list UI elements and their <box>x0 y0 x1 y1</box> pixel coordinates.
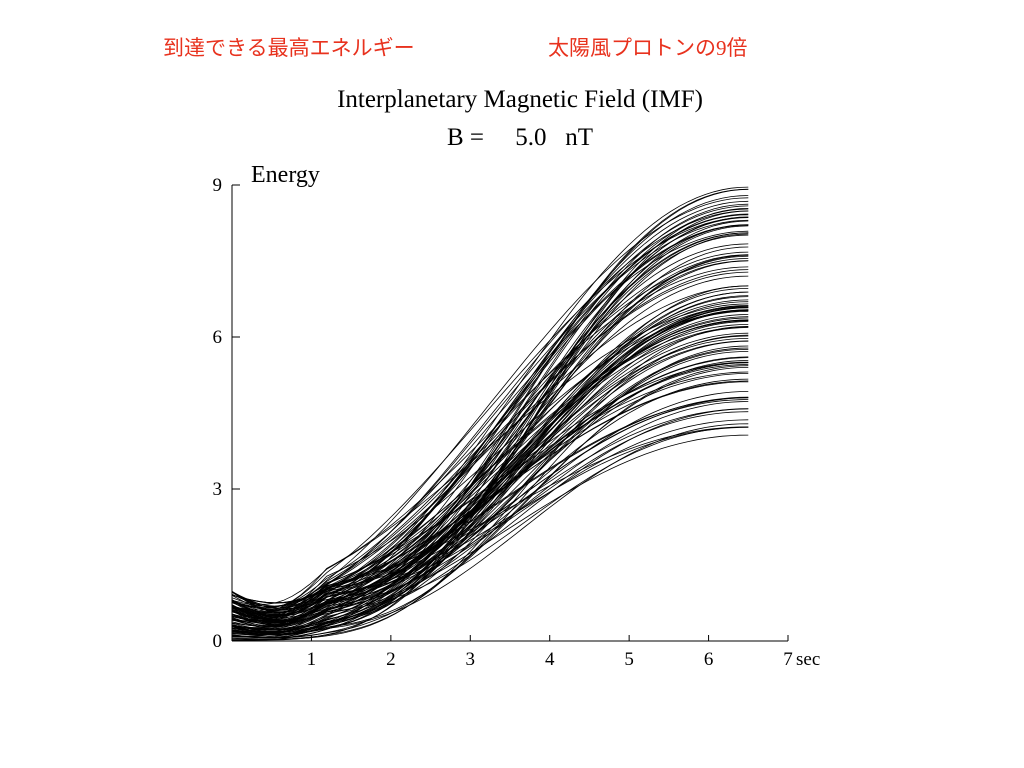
energy-curve <box>231 305 749 607</box>
energy-curve <box>231 216 749 615</box>
energy-curve <box>231 335 749 628</box>
energy-curve <box>231 426 749 625</box>
energy-curve <box>231 232 749 613</box>
energy-curve <box>231 230 749 609</box>
energy-curve <box>231 189 749 639</box>
energy-curve <box>231 411 749 612</box>
energy-curve <box>231 373 749 627</box>
chart-title: Interplanetary Magnetic Field (IMF) <box>337 86 703 113</box>
energy-curve <box>232 360 749 641</box>
energy-curve <box>231 217 749 632</box>
energy-curve <box>231 234 749 609</box>
energy-curve <box>231 320 749 622</box>
energy-curve <box>231 340 749 621</box>
y-tick-label: 6 <box>213 327 223 348</box>
energy-curve <box>231 208 749 617</box>
energy-curve <box>231 340 749 633</box>
energy-curve <box>231 271 749 618</box>
annotation-max-energy: 到達できる最高エネルギー <box>163 36 415 60</box>
curve-group <box>231 186 749 641</box>
energy-curve <box>231 246 749 632</box>
energy-curve <box>231 419 749 630</box>
x-tick-label: 1 <box>307 649 317 670</box>
x-tick-label: 4 <box>545 649 555 670</box>
y-tick-label: 0 <box>213 631 223 652</box>
energy-curve <box>231 408 749 631</box>
energy-curve <box>231 255 749 619</box>
energy-curve <box>231 254 749 636</box>
x-tick-label: 3 <box>466 649 476 670</box>
energy-curve <box>231 203 749 622</box>
y-axis-label: Energy <box>251 162 320 188</box>
energy-curve <box>231 214 749 614</box>
energy-curve <box>231 306 749 633</box>
energy-curve <box>231 391 749 638</box>
x-tick-label: 7 <box>783 649 793 670</box>
energy-curve <box>231 291 749 639</box>
chart-subtitle: B = 5.0 nT <box>446 124 594 151</box>
energy-curve <box>231 423 749 635</box>
energy-curve <box>231 225 749 633</box>
annotation-nine-times: 太陽風プロトンの9倍 <box>548 36 748 60</box>
energy-curve <box>231 399 749 611</box>
energy-curve <box>231 301 749 626</box>
energy-curve <box>231 303 749 605</box>
energy-curve <box>231 338 749 617</box>
y-tick-label: 9 <box>213 175 223 196</box>
energy-curve <box>231 220 749 641</box>
energy-curve <box>231 288 749 621</box>
x-tick-label: 5 <box>624 649 634 670</box>
energy-curve <box>231 188 749 624</box>
x-tick-label: 6 <box>704 649 714 670</box>
axes: 1 2 3 4 5 6 7 sec 0 3 6 9 Energy <box>213 162 821 670</box>
energy-curve <box>231 195 749 622</box>
energy-curve <box>231 326 749 624</box>
y-tick-label: 3 <box>213 479 223 500</box>
energy-curve <box>231 291 749 636</box>
energy-curve <box>231 266 749 608</box>
energy-curve <box>231 314 749 625</box>
energy-curve <box>231 361 749 613</box>
energy-curve <box>231 319 749 623</box>
energy-curve <box>231 310 749 630</box>
energy-curve <box>231 258 749 612</box>
energy-curve <box>231 200 749 617</box>
energy-curve <box>231 326 749 640</box>
x-tick-label: 2 <box>386 649 396 670</box>
x-unit-label: sec <box>796 649 820 670</box>
energy-curve <box>231 307 749 623</box>
